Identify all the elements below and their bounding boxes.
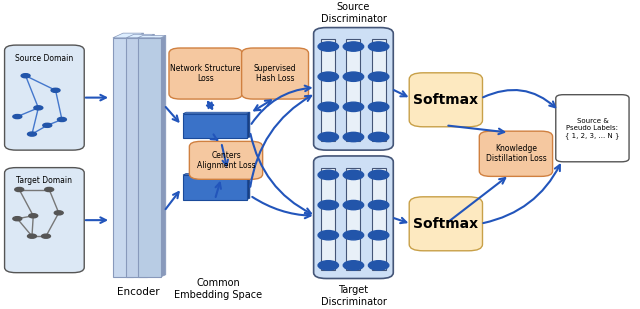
Polygon shape: [147, 34, 154, 277]
Bar: [113, 38, 133, 277]
FancyBboxPatch shape: [242, 48, 308, 99]
Circle shape: [45, 188, 54, 192]
Circle shape: [13, 217, 22, 221]
FancyBboxPatch shape: [556, 95, 629, 162]
Circle shape: [318, 201, 339, 210]
Bar: [183, 114, 246, 138]
Circle shape: [318, 72, 339, 81]
FancyBboxPatch shape: [4, 167, 84, 273]
Polygon shape: [183, 112, 250, 114]
Text: Encoder: Encoder: [117, 287, 160, 297]
Circle shape: [58, 117, 67, 121]
Text: Source &
Pseudo Labels:
{ 1, 2, 3, ... N }: Source & Pseudo Labels: { 1, 2, 3, ... N…: [565, 118, 620, 139]
Bar: [372, 167, 386, 270]
FancyBboxPatch shape: [409, 73, 483, 127]
Circle shape: [343, 102, 364, 112]
Polygon shape: [161, 36, 166, 277]
Bar: [346, 167, 360, 270]
Text: Target
Discriminator: Target Discriminator: [321, 285, 387, 307]
Bar: [321, 39, 335, 142]
Circle shape: [318, 42, 339, 51]
Polygon shape: [133, 33, 143, 277]
Text: Knowledge
Distillation Loss: Knowledge Distillation Loss: [486, 144, 547, 163]
Circle shape: [318, 102, 339, 112]
Circle shape: [318, 261, 339, 270]
Bar: [183, 175, 246, 200]
Circle shape: [343, 261, 364, 270]
Circle shape: [369, 261, 389, 270]
Circle shape: [343, 72, 364, 81]
Bar: [126, 38, 147, 277]
Text: Softmax: Softmax: [413, 93, 479, 107]
Text: Softmax: Softmax: [413, 217, 479, 231]
Circle shape: [13, 115, 22, 119]
Circle shape: [369, 132, 389, 142]
Circle shape: [318, 231, 339, 240]
Bar: [372, 39, 386, 142]
Polygon shape: [138, 36, 166, 38]
Circle shape: [343, 170, 364, 180]
FancyBboxPatch shape: [314, 156, 394, 278]
Circle shape: [369, 42, 389, 51]
Circle shape: [34, 106, 43, 110]
Bar: [321, 167, 335, 270]
Circle shape: [51, 88, 60, 92]
Circle shape: [369, 72, 389, 81]
Text: Common
Embedding Space: Common Embedding Space: [174, 278, 262, 299]
Circle shape: [42, 234, 51, 238]
Polygon shape: [183, 173, 250, 175]
FancyBboxPatch shape: [189, 142, 262, 179]
Circle shape: [21, 74, 30, 78]
Polygon shape: [113, 33, 143, 38]
Circle shape: [369, 170, 389, 180]
Circle shape: [318, 170, 339, 180]
Circle shape: [29, 214, 38, 218]
Bar: [346, 39, 360, 142]
Circle shape: [43, 123, 52, 127]
Text: Centers
Alignment Loss: Centers Alignment Loss: [196, 150, 255, 170]
Circle shape: [343, 201, 364, 210]
Text: Supervised
Hash Loss: Supervised Hash Loss: [254, 64, 296, 83]
FancyBboxPatch shape: [479, 131, 552, 176]
Text: Target Domain: Target Domain: [17, 176, 72, 185]
FancyBboxPatch shape: [314, 28, 394, 150]
Text: Source Domain: Source Domain: [15, 54, 74, 63]
Circle shape: [15, 188, 24, 192]
FancyBboxPatch shape: [409, 197, 483, 251]
Circle shape: [343, 231, 364, 240]
Text: Source
Discriminator: Source Discriminator: [321, 2, 387, 24]
Polygon shape: [246, 112, 250, 138]
Circle shape: [369, 102, 389, 112]
Text: Network Structure
Loss: Network Structure Loss: [170, 64, 241, 83]
Circle shape: [343, 132, 364, 142]
Circle shape: [318, 132, 339, 142]
FancyBboxPatch shape: [169, 48, 243, 99]
Bar: [138, 38, 161, 277]
Circle shape: [28, 234, 36, 238]
Circle shape: [54, 211, 63, 215]
Polygon shape: [246, 173, 250, 200]
Circle shape: [343, 42, 364, 51]
Polygon shape: [126, 34, 154, 38]
FancyBboxPatch shape: [4, 45, 84, 150]
Circle shape: [369, 231, 389, 240]
Circle shape: [28, 132, 36, 136]
Circle shape: [369, 201, 389, 210]
